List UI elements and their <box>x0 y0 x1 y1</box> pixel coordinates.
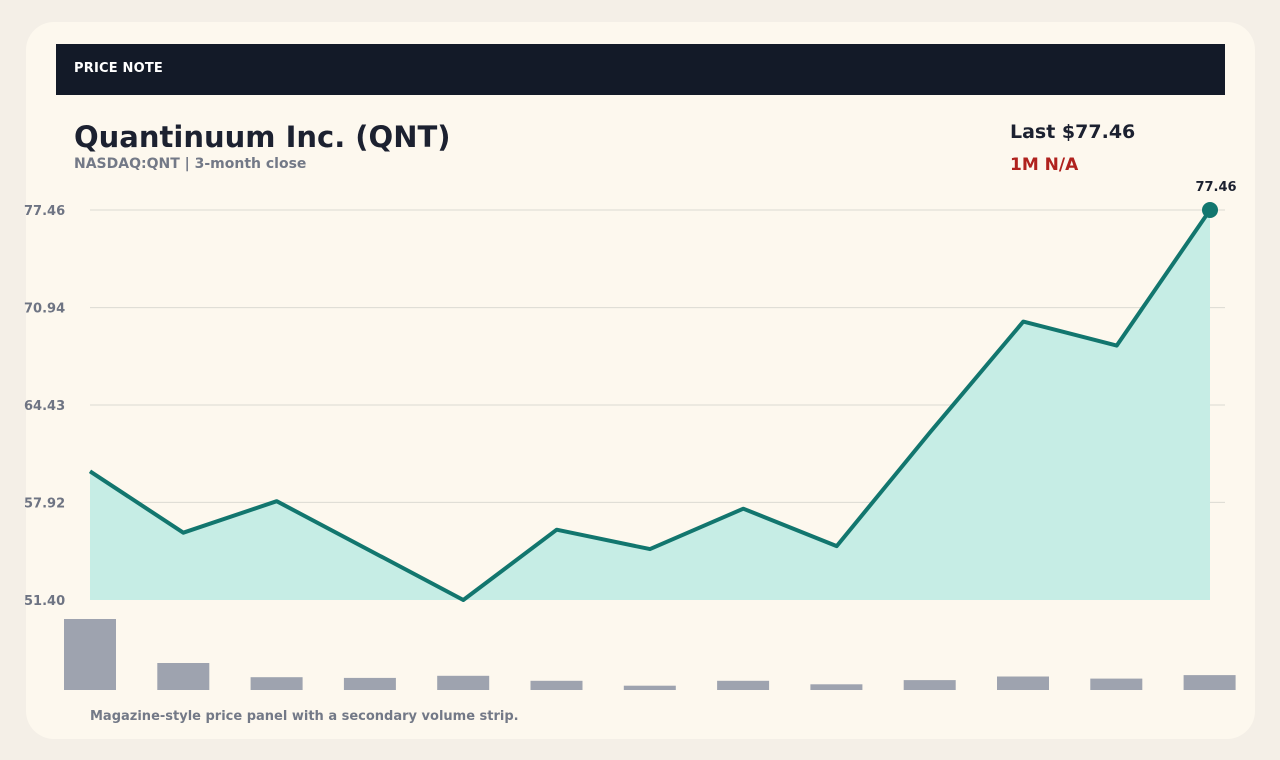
price-change: 1M N/A <box>1010 155 1079 175</box>
y-tick-label: 70.94 <box>24 302 65 317</box>
volume-bar <box>157 663 210 690</box>
price-line <box>88 208 1212 602</box>
volume-bar <box>343 677 396 690</box>
last-price-marker <box>1202 202 1218 218</box>
volume-bar <box>437 675 490 690</box>
footnote: Magazine-style price panel with a second… <box>90 709 519 724</box>
y-tick-label: 77.46 <box>24 204 65 219</box>
volume-bar <box>1183 675 1236 690</box>
volume-bar <box>64 619 116 690</box>
volume-bar <box>530 680 583 690</box>
volume-bar <box>997 676 1049 690</box>
y-tick-label: 51.40 <box>24 594 65 609</box>
volume-bar <box>810 684 863 690</box>
volume-strip <box>64 619 1236 690</box>
chart-subtitle: NASDAQ:QNT | 3-month close <box>74 156 307 172</box>
chart-title: Quantinuum Inc. (QNT) <box>74 120 451 154</box>
price-area <box>90 210 1210 600</box>
volume-bar <box>717 680 770 690</box>
banner-label: PRICE NOTE <box>74 61 164 76</box>
header-banner: PRICE NOTE <box>56 44 1225 95</box>
volume-bar <box>903 680 956 690</box>
volume-bar <box>623 685 676 690</box>
y-tick-label: 57.92 <box>24 496 65 511</box>
y-tick-label: 64.43 <box>24 399 65 414</box>
volume-bar <box>1090 678 1143 690</box>
volume-bar <box>250 677 303 690</box>
last-price: Last $77.46 <box>1010 121 1136 143</box>
last-price-label: 77.46 <box>1195 180 1236 195</box>
y-axis-ticks: 51.40 57.92 64.43 70.94 77.46 <box>24 204 65 609</box>
